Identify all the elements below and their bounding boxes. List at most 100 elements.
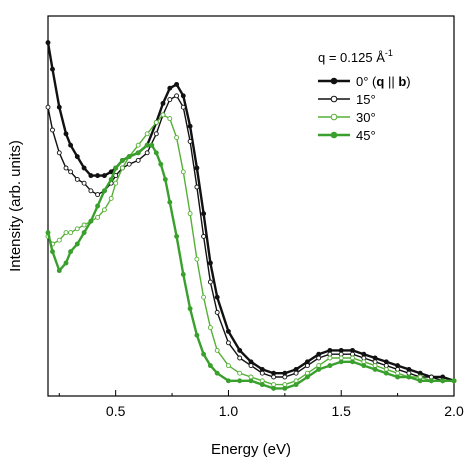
legend-entry: 0° (q || b) [318,74,411,89]
data-point [101,207,107,213]
data-point [248,363,254,369]
data-point [225,363,231,369]
data-point [327,355,333,361]
data-point [45,104,51,110]
data-point [135,150,141,156]
data-point [187,138,193,144]
data-point [144,131,150,137]
legend-entry: 15° [318,92,376,107]
legend-entry: 30° [318,110,376,125]
data-point [50,66,55,72]
series-layer [45,40,457,391]
data-point [174,81,180,87]
data-point [50,249,55,255]
data-point [187,306,193,312]
data-point [153,131,159,137]
x-axis-title: Energy (eV) [211,441,291,458]
data-point [372,366,378,372]
data-point [237,370,243,376]
legend-label: 0° (q || b) [356,74,411,89]
data-point [50,127,55,133]
data-point [101,173,107,179]
data-point [194,256,200,262]
series-line [47,95,454,382]
data-point [194,165,200,171]
x-tick-label: 2.0 [444,403,464,419]
data-point [201,351,207,357]
data-point [383,370,389,376]
legend-marker [330,131,338,139]
data-point [174,135,180,141]
data-point [406,374,412,380]
data-point [282,385,288,391]
data-point [304,363,310,369]
data-point [338,359,344,365]
data-point [316,355,322,361]
data-point [68,249,74,255]
data-point [248,378,254,384]
data-point [95,192,101,198]
data-point [95,173,101,179]
data-point [68,169,74,175]
data-point [361,363,367,369]
legend-label: 45° [356,128,376,143]
data-point [158,161,164,167]
series-line [46,143,454,390]
data-point [259,370,265,376]
data-point [135,157,141,163]
data-point [395,374,401,380]
data-point [225,378,231,384]
data-point [417,378,423,384]
data-point [207,279,213,285]
data-point [237,355,243,361]
data-point [56,150,62,156]
data-point [144,150,150,156]
legend-marker [330,77,338,85]
series-line [47,114,454,386]
data-point [237,347,243,353]
data-point [88,173,94,179]
data-point [63,165,69,171]
legend: q = 0.125 Å-1 0° (q || b) 15° 30° 45° [318,48,411,143]
x-axis-ticks: 0.5 1.0 1.5 2.0 [58,390,464,419]
data-point [153,119,159,125]
data-point [119,165,125,171]
data-point [68,142,74,148]
data-point [160,100,166,106]
data-point [81,165,87,171]
data-point [207,325,213,331]
data-point [113,165,119,171]
data-point [316,366,322,372]
data-point [259,382,265,388]
data-point [167,97,173,103]
legend-entries: 0° (q || b) 15° 30° 45° [318,74,411,143]
data-point [63,260,69,266]
data-point [167,116,173,122]
series-line [46,42,455,382]
data-point [113,180,119,186]
series-1 [45,93,457,384]
data-point [56,104,62,110]
data-point [214,309,220,315]
data-point [81,180,87,186]
data-point [180,104,186,110]
data-point [108,176,114,182]
data-point [428,378,434,384]
series-2 [45,112,457,388]
legend-marker [330,95,338,103]
data-point [293,382,299,388]
plot-frame [47,15,455,397]
data-point [214,347,220,353]
data-point [74,241,80,247]
data-point [225,328,231,334]
data-point [63,230,69,236]
data-point [180,271,186,277]
data-point [440,378,446,384]
data-point [201,211,207,217]
x-tick-label: 1.0 [219,403,239,419]
data-point [45,40,51,46]
series-3 [45,142,457,391]
data-point [101,188,107,194]
data-point [74,176,80,182]
legend-entry: 45° [318,128,376,143]
